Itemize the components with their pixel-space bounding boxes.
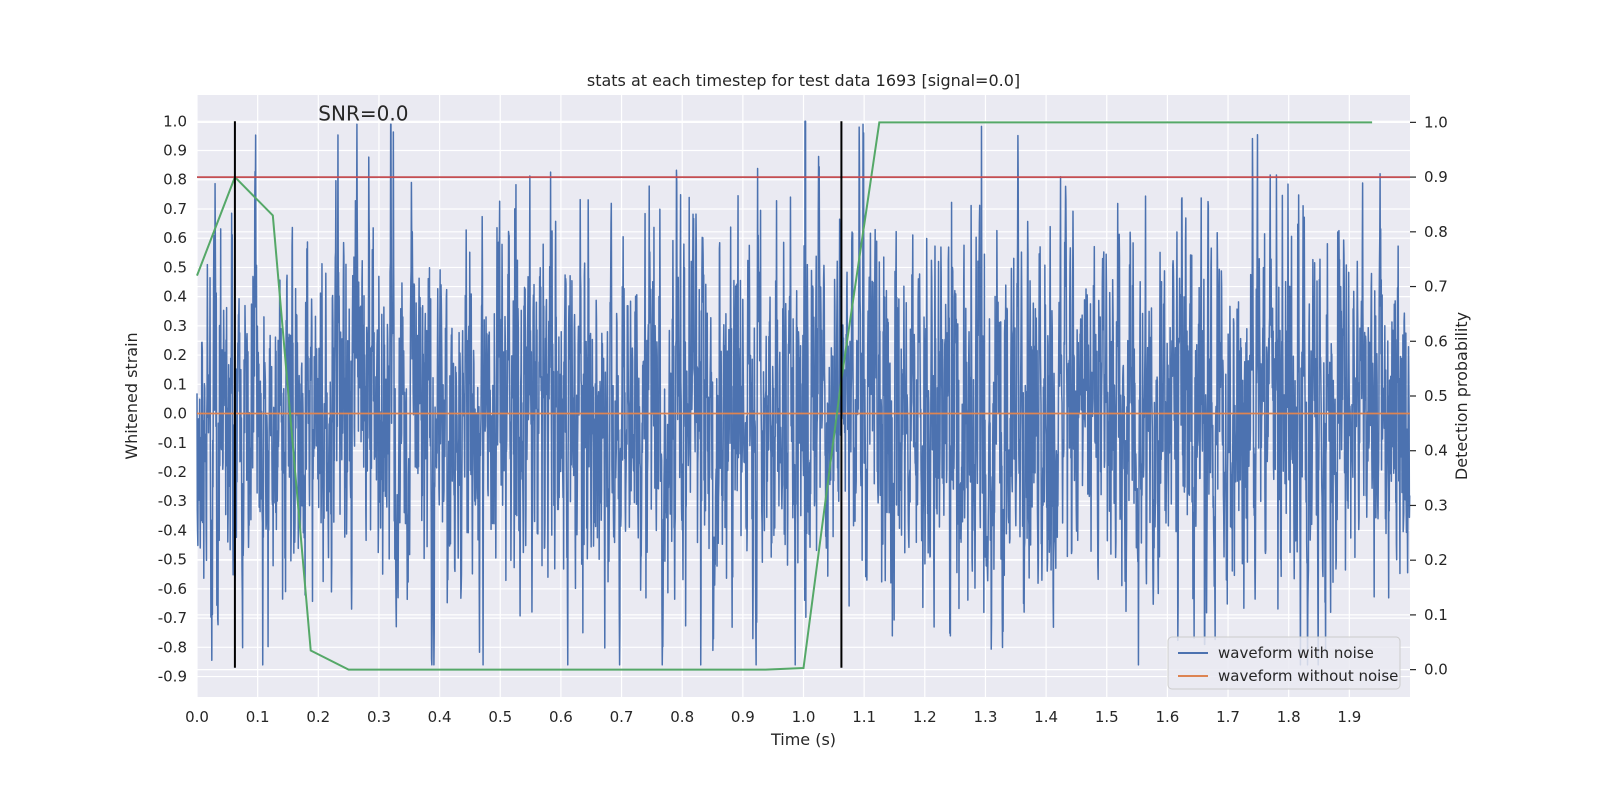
reference-lines: [197, 121, 1410, 668]
y-tick-label: -0.4: [158, 521, 187, 539]
y-tick-label: 0.7: [163, 200, 187, 218]
y-tick-label: -0.8: [158, 638, 187, 656]
y-tick-label: -0.3: [158, 492, 187, 510]
y-tick-label: -0.6: [158, 580, 187, 598]
snr-annotation: SNR=0.0: [318, 101, 408, 125]
legend-label-waveform-without-noise: waveform without noise: [1218, 667, 1398, 685]
legend: waveform with noise waveform without noi…: [1167, 636, 1401, 690]
x-tick-label: 1.4: [1034, 708, 1058, 726]
waveform-with-noise-line: [196, 120, 1411, 666]
y-tick-label: -0.2: [158, 463, 187, 481]
y2-tick-label: 0.3: [1424, 496, 1448, 514]
detection-probability-line: [196, 121, 1373, 671]
y2-tick-label: 0.8: [1424, 223, 1448, 241]
y2-tick-label: 0.6: [1424, 332, 1448, 350]
x-tick-label: 1.8: [1277, 708, 1301, 726]
y2-tick-label: 0.7: [1424, 278, 1448, 296]
series-waveform-with-noise: [196, 120, 1411, 666]
y-tick-label: 1.0: [163, 112, 187, 130]
y-tick-label: 0.0: [163, 405, 187, 423]
x-tick-label: 1.1: [852, 708, 876, 726]
y-tick-label: 0.9: [163, 142, 187, 160]
y2-tick-label: 1.0: [1424, 113, 1448, 131]
x-tick-label: 0.2: [306, 708, 330, 726]
x-tick-label: 1.7: [1216, 708, 1240, 726]
x-axis-label: Time (s): [770, 730, 836, 749]
y-tick-label: -0.1: [158, 434, 187, 452]
y-tick-label: 0.3: [163, 317, 187, 335]
y2-axis-label: Detection probability: [1452, 312, 1471, 480]
y2-axis-ticks: 1.0 0.9 0.8 0.7 0.6 0.5 0.4 0.3 0.2 0.1 0.0: [1410, 113, 1448, 679]
y2-tick-label: 0.1: [1424, 606, 1448, 624]
x-tick-label: 0.0: [185, 708, 209, 726]
x-tick-label: 1.0: [792, 708, 816, 726]
x-tick-label: 0.4: [428, 708, 452, 726]
x-tick-label: 1.5: [1095, 708, 1119, 726]
y-tick-label: 0.1: [163, 375, 187, 393]
y-tick-label: 0.2: [163, 346, 187, 364]
x-tick-label: 1.9: [1337, 708, 1361, 726]
legend-label-waveform-with-noise: waveform with noise: [1218, 644, 1374, 662]
x-tick-label: 0.5: [488, 708, 512, 726]
legend-box: [1167, 636, 1401, 690]
x-tick-label: 0.7: [610, 708, 634, 726]
y-tick-label: 0.4: [163, 288, 187, 306]
y-axis-ticks: 1.0 0.9 0.8 0.7 0.6 0.5 0.4 0.3 0.2 0.1 0.0 -0.1 -0.…: [158, 112, 187, 685]
x-tick-label: 0.1: [246, 708, 270, 726]
y-tick-label: -0.7: [158, 609, 187, 627]
chart-title: stats at each timestep for test data 169…: [587, 71, 1020, 90]
series-detection-probability: [196, 121, 1373, 671]
y-tick-label: 0.8: [163, 171, 187, 189]
x-tick-label: 0.8: [670, 708, 694, 726]
x-tick-label: 1.6: [1155, 708, 1179, 726]
y2-tick-label: 0.9: [1424, 168, 1448, 186]
y-tick-label: 0.6: [163, 229, 187, 247]
x-axis-ticks: 0.0 0.1 0.2 0.3 0.4 0.5 0.6 0.7 0.8 0.9 1.0 1.1 1.2 1…: [185, 708, 1361, 726]
y-tick-label: -0.9: [158, 668, 187, 686]
y2-tick-label: 0.5: [1424, 387, 1448, 405]
y-axis-label: Whitened strain: [122, 332, 141, 459]
x-tick-label: 0.3: [367, 708, 391, 726]
y2-tick-label: 0.4: [1424, 442, 1448, 460]
y-tick-label: 0.5: [163, 258, 187, 276]
y2-tick-label: 0.2: [1424, 551, 1448, 569]
x-tick-label: 0.9: [731, 708, 755, 726]
y2-tick-label: 0.0: [1424, 661, 1448, 679]
y-tick-label: -0.5: [158, 551, 187, 569]
x-tick-label: 0.6: [549, 708, 573, 726]
x-tick-label: 1.3: [974, 708, 998, 726]
x-tick-label: 1.2: [913, 708, 937, 726]
